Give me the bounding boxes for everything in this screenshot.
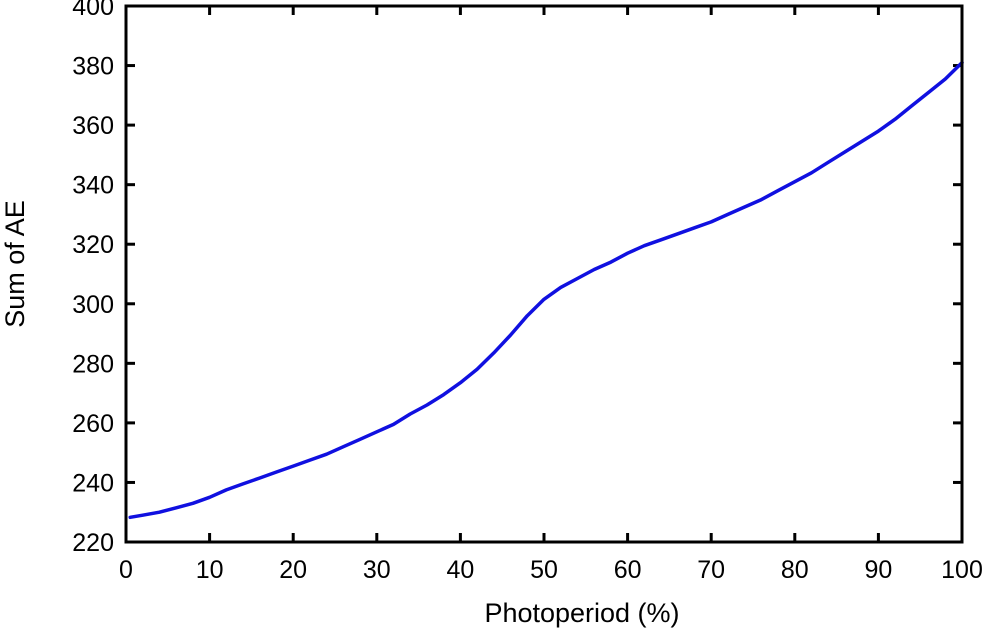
y-tick-label: 320 (72, 231, 114, 259)
x-tick-label: 40 (446, 556, 474, 584)
ticks-layer (124, 4, 964, 544)
x-tick-label: 100 (941, 556, 983, 584)
x-axis-title: Photoperiod (%) (484, 598, 679, 628)
x-tick-label: 10 (196, 556, 224, 584)
y-tick-label: 240 (72, 469, 114, 497)
x-tick-label: 70 (697, 556, 725, 584)
x-tick-label: 80 (781, 556, 809, 584)
x-tick-label: 20 (279, 556, 307, 584)
y-tick-label: 260 (72, 410, 114, 438)
y-tick-label: 340 (72, 172, 114, 200)
series-layer (128, 60, 964, 520)
plot-area-frame (124, 4, 964, 544)
x-tick-label: 60 (614, 556, 642, 584)
y-tick-label: 280 (72, 350, 114, 378)
series-line (128, 60, 964, 520)
y-tick-label: 360 (72, 112, 114, 140)
y-tick-labels: 220 240 260 280 300 320 340 360 380 400 (72, 0, 114, 557)
y-tick-label: 380 (72, 53, 114, 81)
y-tick-label: 220 (72, 529, 114, 557)
y-tick-label: 400 (72, 0, 114, 21)
x-tick-label: 90 (864, 556, 892, 584)
x-tick-label: 50 (530, 556, 558, 584)
x-tick-label: 0 (119, 556, 133, 584)
y-tick-label: 300 (72, 291, 114, 319)
y-axis-title: Sum of AE (0, 200, 30, 328)
x-tick-label: 30 (363, 556, 391, 584)
x-tick-labels: 0 10 20 30 40 50 60 70 80 90 100 (119, 556, 983, 584)
